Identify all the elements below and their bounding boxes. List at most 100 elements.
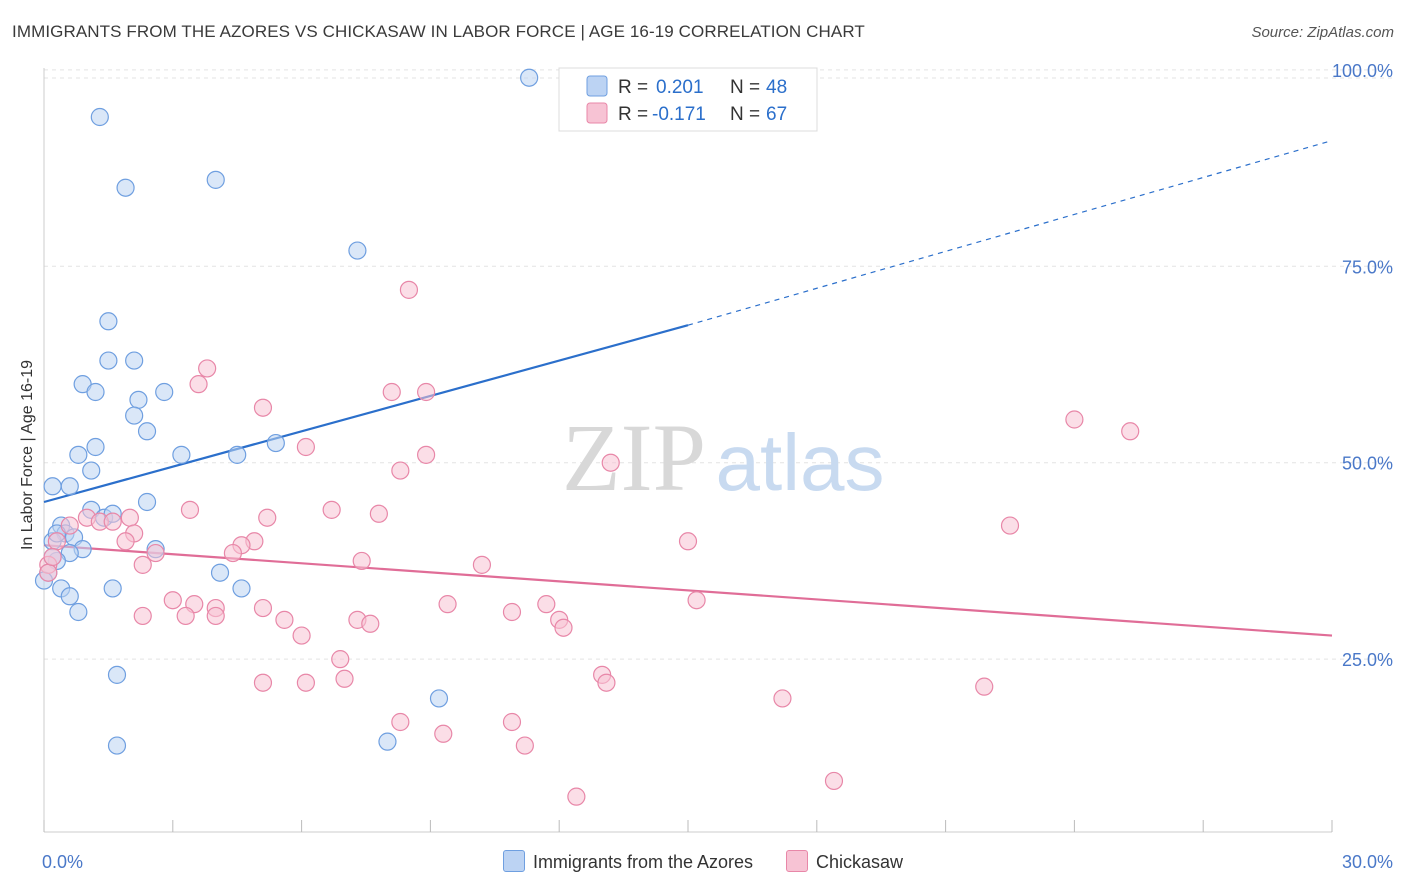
tick-labels: 25.0% 50.0% 75.0% 100.0% 0.0% 30.0%	[42, 61, 1393, 872]
y-tick-label: 75.0%	[1342, 257, 1393, 277]
point-azores	[520, 68, 539, 87]
point-azores	[129, 390, 148, 409]
point-chickasaw	[391, 461, 410, 480]
point-azores	[137, 492, 157, 512]
trend-line-chickasaw	[43, 544, 1333, 637]
point-chickasaw	[601, 453, 620, 472]
point-chickasaw	[198, 359, 217, 378]
point-chickasaw	[369, 504, 388, 523]
x-tick-label-min: 0.0%	[42, 852, 83, 872]
watermark: ZIP atlas	[562, 404, 884, 511]
point-chickasaw	[296, 437, 315, 457]
point-azores	[378, 732, 397, 751]
point-chickasaw	[382, 382, 401, 402]
legend-item-azores: Immigrants from the Azores	[502, 850, 754, 873]
point-chickasaw	[116, 532, 135, 551]
point-chickasaw	[223, 543, 243, 563]
point-azores	[429, 689, 449, 708]
point-azores	[232, 579, 251, 598]
point-azores	[172, 445, 191, 464]
point-azores	[348, 241, 367, 260]
point-azores	[60, 587, 79, 606]
point-chickasaw	[502, 602, 522, 622]
point-chickasaw	[472, 555, 492, 574]
trend-line-azores	[43, 324, 689, 504]
point-chickasaw	[103, 512, 122, 531]
point-azores	[90, 107, 109, 127]
point-chickasaw	[537, 595, 556, 614]
point-chickasaw	[189, 375, 208, 394]
legend-item-chickasaw: Chickasaw	[786, 850, 903, 873]
y-axis-label: In Labor Force | Age 16-19	[19, 359, 36, 551]
trend-line-extension-azores	[687, 139, 1333, 326]
legend-label-azores: Immigrants from the Azores	[532, 852, 754, 872]
y-tick-label: 25.0%	[1342, 650, 1393, 670]
point-chickasaw	[438, 595, 457, 614]
point-chickasaw	[253, 673, 273, 692]
point-chickasaw	[331, 650, 350, 669]
point-chickasaw	[417, 382, 436, 402]
point-chickasaw	[1121, 422, 1140, 441]
point-azores	[206, 170, 225, 189]
legend-n-label-chickasaw: N =	[730, 104, 760, 125]
point-chickasaw	[773, 689, 792, 708]
legend-r-value-azores: 0.201	[656, 77, 704, 98]
point-chickasaw	[133, 555, 152, 574]
point-chickasaw	[258, 508, 277, 527]
legend-stats: R = 0.201 N = 48 R = -0.171 N = 67	[558, 67, 818, 132]
data-points	[34, 68, 1140, 806]
point-chickasaw	[975, 677, 994, 696]
point-chickasaw	[253, 598, 273, 618]
point-chickasaw	[515, 736, 534, 755]
point-azores	[107, 736, 127, 755]
point-chickasaw	[361, 614, 380, 633]
point-chickasaw	[417, 445, 436, 464]
point-chickasaw	[391, 712, 410, 732]
legend-swatch	[502, 850, 525, 872]
gridlines	[44, 69, 1392, 660]
point-azores	[69, 445, 88, 464]
point-chickasaw	[292, 626, 311, 645]
point-chickasaw	[434, 724, 453, 743]
point-chickasaw	[60, 516, 79, 535]
chart-title: IMMIGRANTS FROM THE AZORES VS CHICKASAW …	[12, 22, 865, 41]
point-chickasaw	[322, 500, 341, 519]
axes	[43, 68, 1333, 833]
point-azores	[266, 433, 285, 453]
point-chickasaw	[597, 673, 616, 692]
y-tick-label: 100.0%	[1332, 61, 1393, 81]
point-azores	[69, 602, 88, 622]
point-azores	[60, 477, 79, 496]
point-azores	[86, 382, 105, 402]
point-azores	[116, 178, 135, 197]
point-azores	[210, 563, 230, 582]
x-tick-label-max: 30.0%	[1342, 852, 1393, 872]
point-azores	[99, 351, 118, 370]
legend-swatch-azores	[586, 75, 608, 97]
point-azores	[155, 382, 174, 402]
legend-swatch	[786, 850, 809, 872]
point-chickasaw	[133, 606, 152, 626]
point-chickasaw	[554, 618, 573, 637]
watermark-atlas: atlas	[716, 418, 885, 507]
point-chickasaw	[146, 543, 165, 563]
point-chickasaw	[39, 563, 58, 582]
legend-swatch-chickasaw	[586, 102, 608, 124]
watermark-zip: ZIP	[562, 404, 706, 511]
y-tick-label: 50.0%	[1342, 454, 1393, 474]
legend-r-label-azores: R =	[618, 77, 648, 98]
legend-label-chickasaw: Chickasaw	[816, 852, 904, 872]
point-chickasaw	[275, 610, 294, 629]
point-chickasaw	[253, 398, 273, 417]
point-chickasaw	[335, 669, 354, 688]
point-chickasaw	[163, 591, 182, 610]
point-chickasaw	[399, 280, 419, 299]
point-chickasaw	[567, 787, 586, 806]
point-azores	[103, 579, 122, 598]
point-chickasaw	[43, 547, 62, 567]
point-chickasaw	[687, 591, 706, 610]
point-chickasaw	[120, 508, 139, 527]
point-azores	[86, 437, 105, 457]
point-chickasaw	[678, 532, 698, 551]
trend-lines	[43, 139, 1333, 637]
